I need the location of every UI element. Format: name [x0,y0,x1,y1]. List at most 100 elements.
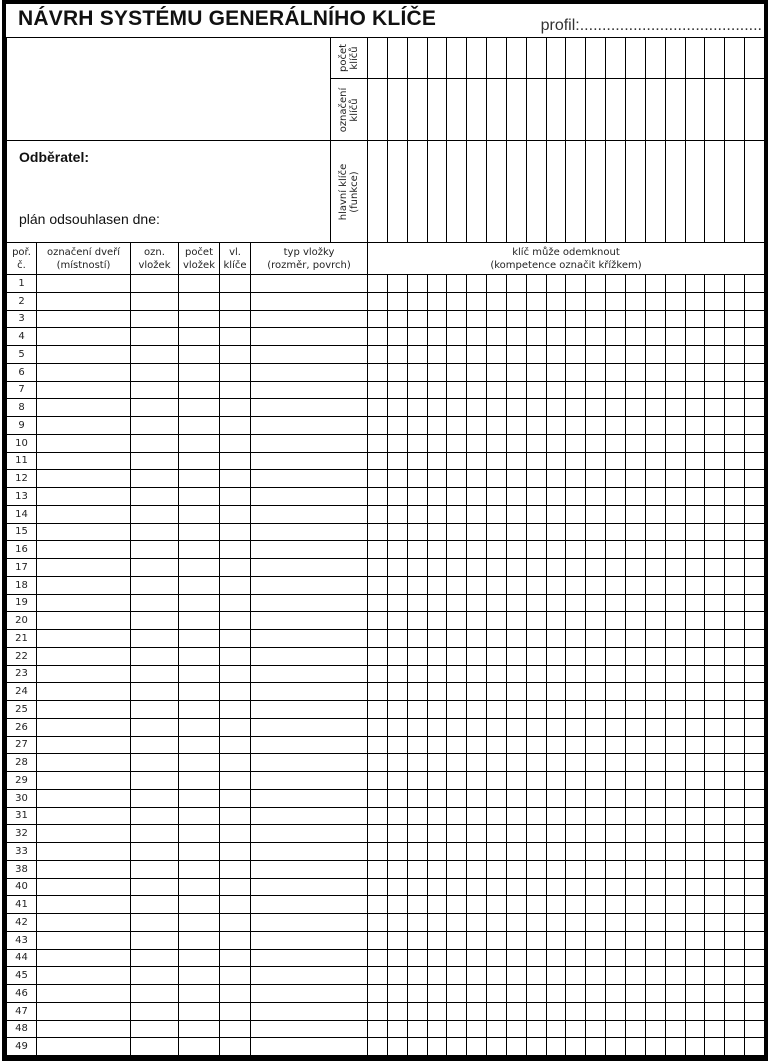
cylinder-type-cell[interactable] [250,345,368,364]
key-permission-cell[interactable] [505,504,527,524]
key-permission-cell[interactable] [545,717,567,737]
key-permission-cell[interactable] [545,859,567,879]
key-permission-cell[interactable] [664,629,686,648]
key-permission-cell[interactable] [704,824,726,843]
key-permission-cell[interactable] [684,700,706,719]
key-permission-cell[interactable] [525,504,547,524]
key-permission-cell[interactable] [605,646,626,666]
key-permission-cell[interactable] [605,1037,626,1056]
key-permission-cell[interactable] [545,984,567,1003]
cylinder-type-cell[interactable] [250,291,368,311]
key-permission-cell[interactable] [367,398,388,417]
key-permission-cell[interactable] [426,593,448,613]
key-permission-cell[interactable] [525,522,547,542]
key-permission-cell[interactable] [744,877,765,897]
key-permission-cell[interactable] [744,664,765,684]
cylinder-type-cell[interactable] [250,451,368,471]
key-permission-cell[interactable] [585,788,607,808]
key-permission-cell[interactable] [644,1001,666,1021]
key-permission-cell[interactable] [446,469,468,488]
key-permission-cell[interactable] [585,611,607,630]
key-permission-cell[interactable] [684,274,706,293]
key-permission-cell[interactable] [525,291,547,311]
key-permission-cell[interactable] [466,824,488,843]
key-permission-cell[interactable] [406,842,428,861]
cylinder-type-cell[interactable] [250,913,368,932]
cylinder-count-cell[interactable] [178,1037,220,1056]
cylinder-type-cell[interactable] [250,895,368,914]
key-permission-cell[interactable] [605,291,626,311]
key-permission-cell[interactable] [704,362,726,382]
cylinder-type-cell[interactable] [250,487,368,506]
key-permission-cell[interactable] [406,753,428,772]
key-permission-cell[interactable] [386,913,408,932]
key-permission-cell[interactable] [605,788,626,808]
key-permission-cell[interactable] [644,433,666,453]
key-permission-cell[interactable] [426,274,448,293]
cylinder-type-cell[interactable] [250,753,368,772]
key-permission-cell[interactable] [446,345,468,364]
key-permission-cell[interactable] [426,522,448,542]
key-permission-cell[interactable] [664,842,686,861]
key-cell[interactable] [585,140,607,243]
key-permission-cell[interactable] [505,859,527,879]
key-permission-cell[interactable] [505,717,527,737]
key-permission-cell[interactable] [367,433,388,453]
cylinder-count-cell[interactable] [178,469,220,488]
key-permission-cell[interactable] [426,700,448,719]
key-permission-cell[interactable] [605,309,626,329]
own-keys-cell[interactable] [219,913,251,932]
cylinder-type-cell[interactable] [250,984,368,1003]
key-permission-cell[interactable] [565,842,587,861]
key-permission-cell[interactable] [744,274,765,293]
key-permission-cell[interactable] [545,611,567,630]
key-permission-cell[interactable] [446,948,468,968]
cylinder-designation-cell[interactable] [130,558,179,577]
own-keys-cell[interactable] [219,824,251,843]
key-permission-cell[interactable] [704,416,726,435]
key-permission-cell[interactable] [684,646,706,666]
cylinder-designation-cell[interactable] [130,327,179,346]
key-permission-cell[interactable] [664,682,686,701]
key-permission-cell[interactable] [545,629,567,648]
door-designation-cell[interactable] [36,984,131,1003]
key-cell[interactable] [565,37,587,79]
key-permission-cell[interactable] [486,717,507,737]
key-permission-cell[interactable] [486,469,507,488]
key-permission-cell[interactable] [466,877,488,897]
key-permission-cell[interactable] [565,469,587,488]
key-permission-cell[interactable] [426,558,448,577]
key-permission-cell[interactable] [486,611,507,630]
cylinder-designation-cell[interactable] [130,700,179,719]
key-permission-cell[interactable] [367,877,388,897]
cylinder-type-cell[interactable] [250,788,368,808]
key-permission-cell[interactable] [386,487,408,506]
door-designation-cell[interactable] [36,806,131,826]
key-permission-cell[interactable] [406,700,428,719]
key-permission-cell[interactable] [624,646,646,666]
key-permission-cell[interactable] [704,806,726,826]
key-permission-cell[interactable] [446,682,468,701]
key-permission-cell[interactable] [367,842,388,861]
key-permission-cell[interactable] [605,771,626,790]
cylinder-type-cell[interactable] [250,522,368,542]
door-designation-cell[interactable] [36,451,131,471]
cylinder-type-cell[interactable] [250,274,368,293]
key-permission-cell[interactable] [724,611,746,630]
key-permission-cell[interactable] [406,309,428,329]
key-permission-cell[interactable] [525,877,547,897]
key-permission-cell[interactable] [565,682,587,701]
key-permission-cell[interactable] [446,753,468,772]
key-permission-cell[interactable] [704,540,726,559]
key-permission-cell[interactable] [466,575,488,595]
key-permission-cell[interactable] [744,327,765,346]
key-cell[interactable] [624,78,646,141]
key-cell[interactable] [466,37,488,79]
key-permission-cell[interactable] [386,451,408,471]
key-permission-cell[interactable] [624,984,646,1003]
key-permission-cell[interactable] [525,966,547,985]
key-permission-cell[interactable] [525,788,547,808]
key-permission-cell[interactable] [525,735,547,755]
key-permission-cell[interactable] [664,398,686,417]
key-permission-cell[interactable] [466,930,488,950]
